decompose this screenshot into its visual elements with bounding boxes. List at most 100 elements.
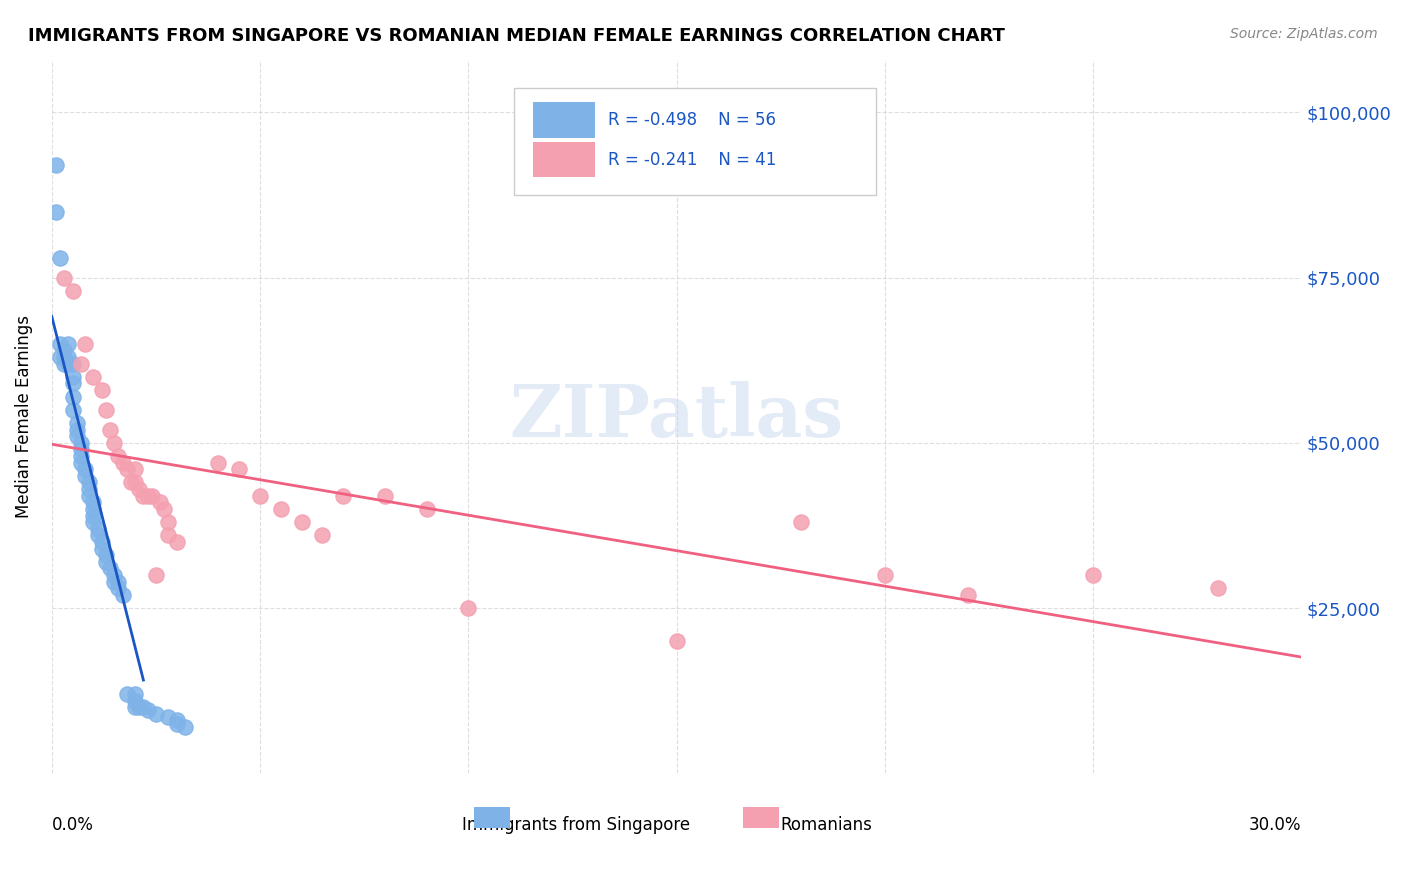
Point — [62, 284, 84, 298]
Point — [75, 462, 97, 476]
Point — [82, 508, 104, 523]
Text: R = -0.241    N = 41: R = -0.241 N = 41 — [607, 151, 776, 169]
Point — [77, 482, 100, 496]
Text: R = -0.498    N = 56: R = -0.498 N = 56 — [607, 112, 776, 129]
Point — [111, 456, 134, 470]
Point — [228, 462, 250, 476]
Point — [157, 710, 180, 724]
Text: Romanians: Romanians — [780, 816, 872, 834]
FancyBboxPatch shape — [474, 807, 510, 828]
Point — [957, 588, 980, 602]
Point — [62, 357, 84, 371]
FancyBboxPatch shape — [533, 103, 595, 138]
Point — [66, 429, 89, 443]
Point — [103, 574, 125, 589]
Point — [132, 489, 155, 503]
Point — [53, 270, 76, 285]
Point — [90, 383, 112, 397]
Point — [58, 336, 80, 351]
Point — [70, 449, 93, 463]
Point — [149, 495, 172, 509]
Point — [90, 541, 112, 556]
Point — [136, 703, 159, 717]
Point — [207, 456, 229, 470]
Point — [132, 700, 155, 714]
Point — [66, 423, 89, 437]
Point — [115, 687, 138, 701]
Point — [124, 475, 146, 490]
Point — [86, 528, 108, 542]
Point — [75, 336, 97, 351]
Point — [53, 343, 76, 358]
Point — [53, 350, 76, 364]
Point — [1081, 568, 1104, 582]
Point — [115, 462, 138, 476]
Point — [66, 416, 89, 430]
Point — [153, 502, 176, 516]
Point — [128, 700, 150, 714]
Point — [157, 528, 180, 542]
Point — [124, 700, 146, 714]
Point — [107, 449, 129, 463]
Point — [82, 515, 104, 529]
Point — [124, 687, 146, 701]
Point — [415, 502, 437, 516]
Point — [49, 350, 72, 364]
Point — [62, 390, 84, 404]
Y-axis label: Median Female Earnings: Median Female Earnings — [15, 315, 32, 518]
Point — [82, 495, 104, 509]
Point — [128, 482, 150, 496]
Point — [45, 158, 67, 172]
Text: ZIPatlas: ZIPatlas — [509, 381, 844, 452]
Point — [82, 369, 104, 384]
Text: Source: ZipAtlas.com: Source: ZipAtlas.com — [1230, 27, 1378, 41]
Point — [98, 423, 121, 437]
Point — [62, 402, 84, 417]
Point — [62, 376, 84, 391]
Point — [166, 714, 188, 728]
Point — [873, 568, 896, 582]
Point — [457, 601, 479, 615]
Point — [374, 489, 396, 503]
Point — [53, 357, 76, 371]
Point — [62, 369, 84, 384]
Text: Immigrants from Singapore: Immigrants from Singapore — [463, 816, 690, 834]
Text: 0.0%: 0.0% — [52, 816, 94, 834]
Point — [98, 561, 121, 575]
Point — [311, 528, 333, 542]
Point — [1206, 581, 1229, 595]
Point — [136, 489, 159, 503]
Point — [70, 435, 93, 450]
Point — [49, 336, 72, 351]
Point — [124, 693, 146, 707]
Point — [70, 442, 93, 457]
Point — [166, 535, 188, 549]
Point — [103, 568, 125, 582]
Point — [77, 475, 100, 490]
Point — [70, 357, 93, 371]
Point — [82, 502, 104, 516]
Point — [790, 515, 813, 529]
FancyBboxPatch shape — [515, 88, 876, 195]
Point — [111, 588, 134, 602]
Point — [270, 502, 292, 516]
FancyBboxPatch shape — [533, 142, 595, 178]
Point — [58, 357, 80, 371]
Point — [107, 581, 129, 595]
Point — [94, 548, 117, 562]
Point — [174, 720, 197, 734]
Point — [103, 435, 125, 450]
Point — [141, 489, 163, 503]
Point — [107, 574, 129, 589]
FancyBboxPatch shape — [742, 807, 779, 828]
Point — [94, 402, 117, 417]
Point — [49, 251, 72, 265]
Text: IMMIGRANTS FROM SINGAPORE VS ROMANIAN MEDIAN FEMALE EARNINGS CORRELATION CHART: IMMIGRANTS FROM SINGAPORE VS ROMANIAN ME… — [28, 27, 1005, 45]
Point — [45, 204, 67, 219]
Point — [665, 634, 688, 648]
Point — [157, 515, 180, 529]
Text: 30.0%: 30.0% — [1249, 816, 1302, 834]
Point — [90, 535, 112, 549]
Point — [145, 568, 167, 582]
Point — [120, 475, 142, 490]
